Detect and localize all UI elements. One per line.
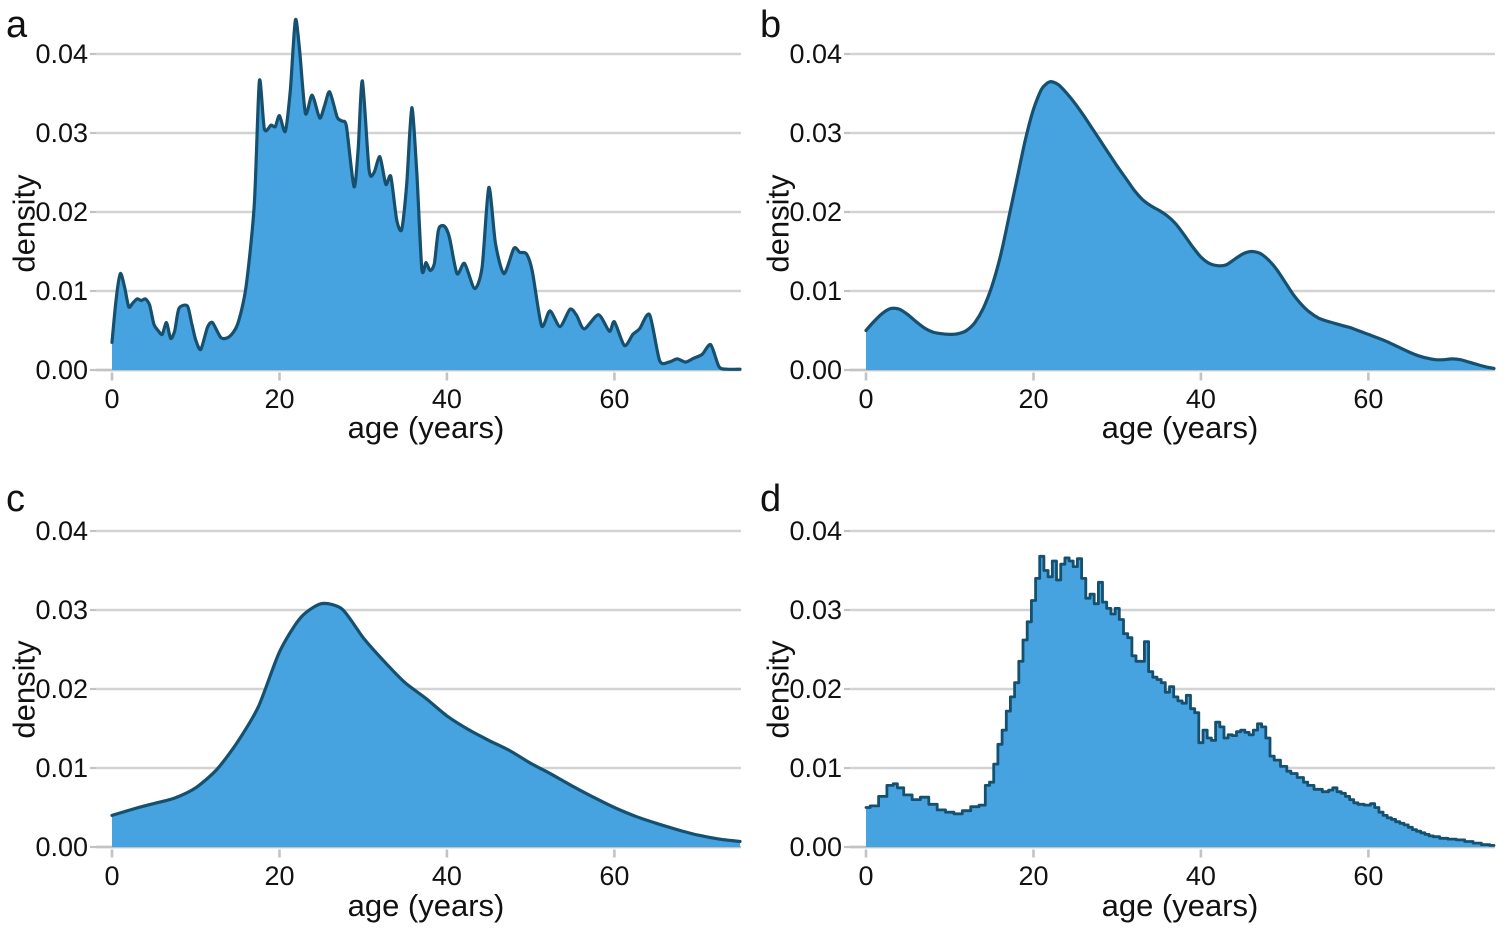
svg-text:40: 40 xyxy=(1186,861,1216,891)
x-axis-title: age (years) xyxy=(1101,888,1259,923)
density-plot-b: 0.00 0.01 0.02 0.03 0.04 0 20 40 60 xyxy=(789,39,1496,414)
svg-text:0: 0 xyxy=(104,861,119,891)
x-axis-title: age (years) xyxy=(347,888,505,923)
density-plot-c: 0.00 0.01 0.02 0.03 0.04 0 20 40 60 xyxy=(35,516,742,891)
svg-text:0.02: 0.02 xyxy=(35,674,88,704)
svg-text:60: 60 xyxy=(599,861,629,891)
svg-text:0.02: 0.02 xyxy=(789,674,842,704)
panel-b: 0.00 0.01 0.02 0.03 0.04 0 20 40 60 b density ag… xyxy=(754,0,1508,466)
y-axis-title: density xyxy=(6,640,42,739)
y-axis-title: density xyxy=(6,174,42,273)
svg-text:40: 40 xyxy=(432,384,462,414)
svg-text:20: 20 xyxy=(264,384,294,414)
svg-text:0.03: 0.03 xyxy=(789,118,842,148)
panel-label-d: d xyxy=(760,478,782,520)
svg-text:0.00: 0.00 xyxy=(789,355,842,385)
svg-text:0.01: 0.01 xyxy=(789,276,842,306)
y-axis-title: density xyxy=(760,640,796,739)
panel-label-a: a xyxy=(6,4,28,46)
svg-text:40: 40 xyxy=(432,861,462,891)
x-axis-title: age (years) xyxy=(347,410,505,445)
panel-c: 0.00 0.01 0.02 0.03 0.04 0 20 40 60 c density ag… xyxy=(0,466,754,932)
svg-text:0: 0 xyxy=(858,861,873,891)
svg-text:60: 60 xyxy=(1353,384,1383,414)
svg-text:0.04: 0.04 xyxy=(35,516,88,546)
svg-text:0.01: 0.01 xyxy=(789,753,842,783)
svg-text:20: 20 xyxy=(1018,861,1048,891)
y-axis-title: density xyxy=(760,174,796,273)
svg-text:0.03: 0.03 xyxy=(35,118,88,148)
svg-text:40: 40 xyxy=(1186,384,1216,414)
svg-text:20: 20 xyxy=(264,861,294,891)
panel-label-c: c xyxy=(6,478,25,520)
svg-text:0.01: 0.01 xyxy=(35,753,88,783)
svg-text:0.02: 0.02 xyxy=(789,197,842,227)
svg-text:0.00: 0.00 xyxy=(35,832,88,862)
svg-text:60: 60 xyxy=(1353,861,1383,891)
svg-text:0.00: 0.00 xyxy=(35,355,88,385)
x-axis-title: age (years) xyxy=(1101,410,1259,445)
svg-text:0: 0 xyxy=(104,384,119,414)
panel-d: 0.00 0.01 0.02 0.03 0.04 0 20 40 60 d density ag… xyxy=(754,466,1508,932)
svg-text:0.03: 0.03 xyxy=(35,595,88,625)
svg-text:0.03: 0.03 xyxy=(789,595,842,625)
svg-text:20: 20 xyxy=(1018,384,1048,414)
svg-text:0.04: 0.04 xyxy=(789,516,842,546)
density-plot-d: 0.00 0.01 0.02 0.03 0.04 0 20 40 60 xyxy=(789,516,1496,891)
svg-text:0.00: 0.00 xyxy=(789,832,842,862)
density-plot-a: 0.00 0.01 0.02 0.03 0.04 0 20 40 60 xyxy=(35,17,742,414)
svg-text:0.02: 0.02 xyxy=(35,197,88,227)
svg-text:60: 60 xyxy=(599,384,629,414)
svg-text:0.01: 0.01 xyxy=(35,276,88,306)
svg-text:0.04: 0.04 xyxy=(35,39,88,69)
svg-text:0.04: 0.04 xyxy=(789,39,842,69)
panel-label-b: b xyxy=(760,4,782,46)
panel-a: 0.00 0.01 0.02 0.03 0.04 0 20 40 60 a density ag… xyxy=(0,0,754,466)
svg-text:0: 0 xyxy=(858,384,873,414)
